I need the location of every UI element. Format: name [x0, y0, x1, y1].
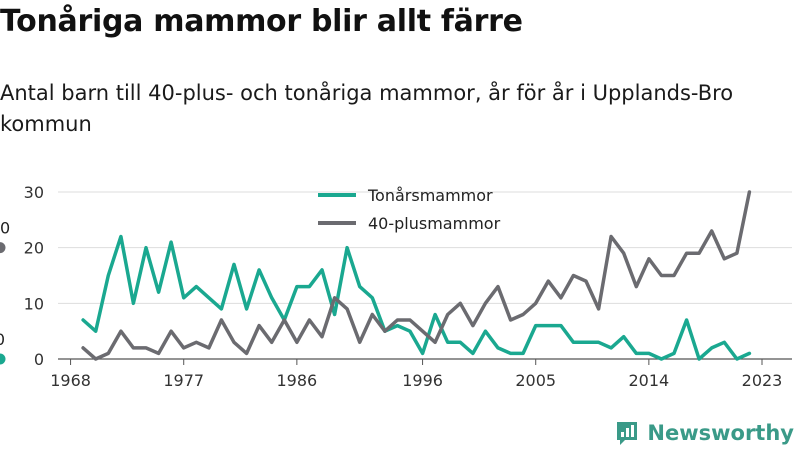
x-tick-label-1968: 1968 — [50, 371, 91, 390]
series-line-tonarsmammor — [81, 234, 752, 361]
legend-label-0: Tonårsmammor — [367, 186, 493, 205]
x-tick-label-2005: 2005 — [515, 371, 556, 390]
legend-label-1: 40-plusmammor — [368, 214, 501, 233]
x-tick-label-2014: 2014 — [628, 371, 669, 390]
axes: 0 10 20 30 1968 1977 1986 1996 2005 2014 2023 — [24, 183, 792, 390]
legend: Tonårsmammor 40-plusmammor — [318, 186, 501, 233]
series-end-point-0 — [0, 353, 6, 365]
brand-logo: Newsworthy — [615, 420, 794, 446]
x-tick-label-1996: 1996 — [402, 371, 443, 390]
chart-subtitle: Antal barn till 40-plus- och tonåriga ma… — [0, 81, 734, 136]
y-tick-label-10: 10 — [24, 294, 44, 313]
brand-name: Newsworthy — [647, 421, 794, 445]
series-lines — [0, 190, 752, 365]
y-tick-label-0: 0 — [34, 350, 44, 369]
x-tick-label-2023: 2023 — [742, 371, 783, 390]
series-end-label-1: 20 — [0, 219, 10, 238]
chart-title: Tonåriga mammor blir allt färre — [0, 4, 523, 39]
end-labels: 0 20 — [0, 219, 10, 349]
x-tick-label-1977: 1977 — [163, 371, 204, 390]
newsworthy-logo-icon — [617, 422, 638, 445]
y-tick-label-20: 20 — [24, 239, 44, 258]
y-tick-label-30: 30 — [24, 183, 44, 202]
series-line-40-plusmammor — [81, 190, 752, 361]
x-tick-label-1986: 1986 — [276, 371, 317, 390]
series-end-point-1 — [0, 242, 6, 254]
line-chart: 0 10 20 30 1968 1977 1986 1996 2005 2014 2023 Tonå… — [0, 183, 792, 390]
series-end-label-0: 0 — [0, 330, 5, 349]
